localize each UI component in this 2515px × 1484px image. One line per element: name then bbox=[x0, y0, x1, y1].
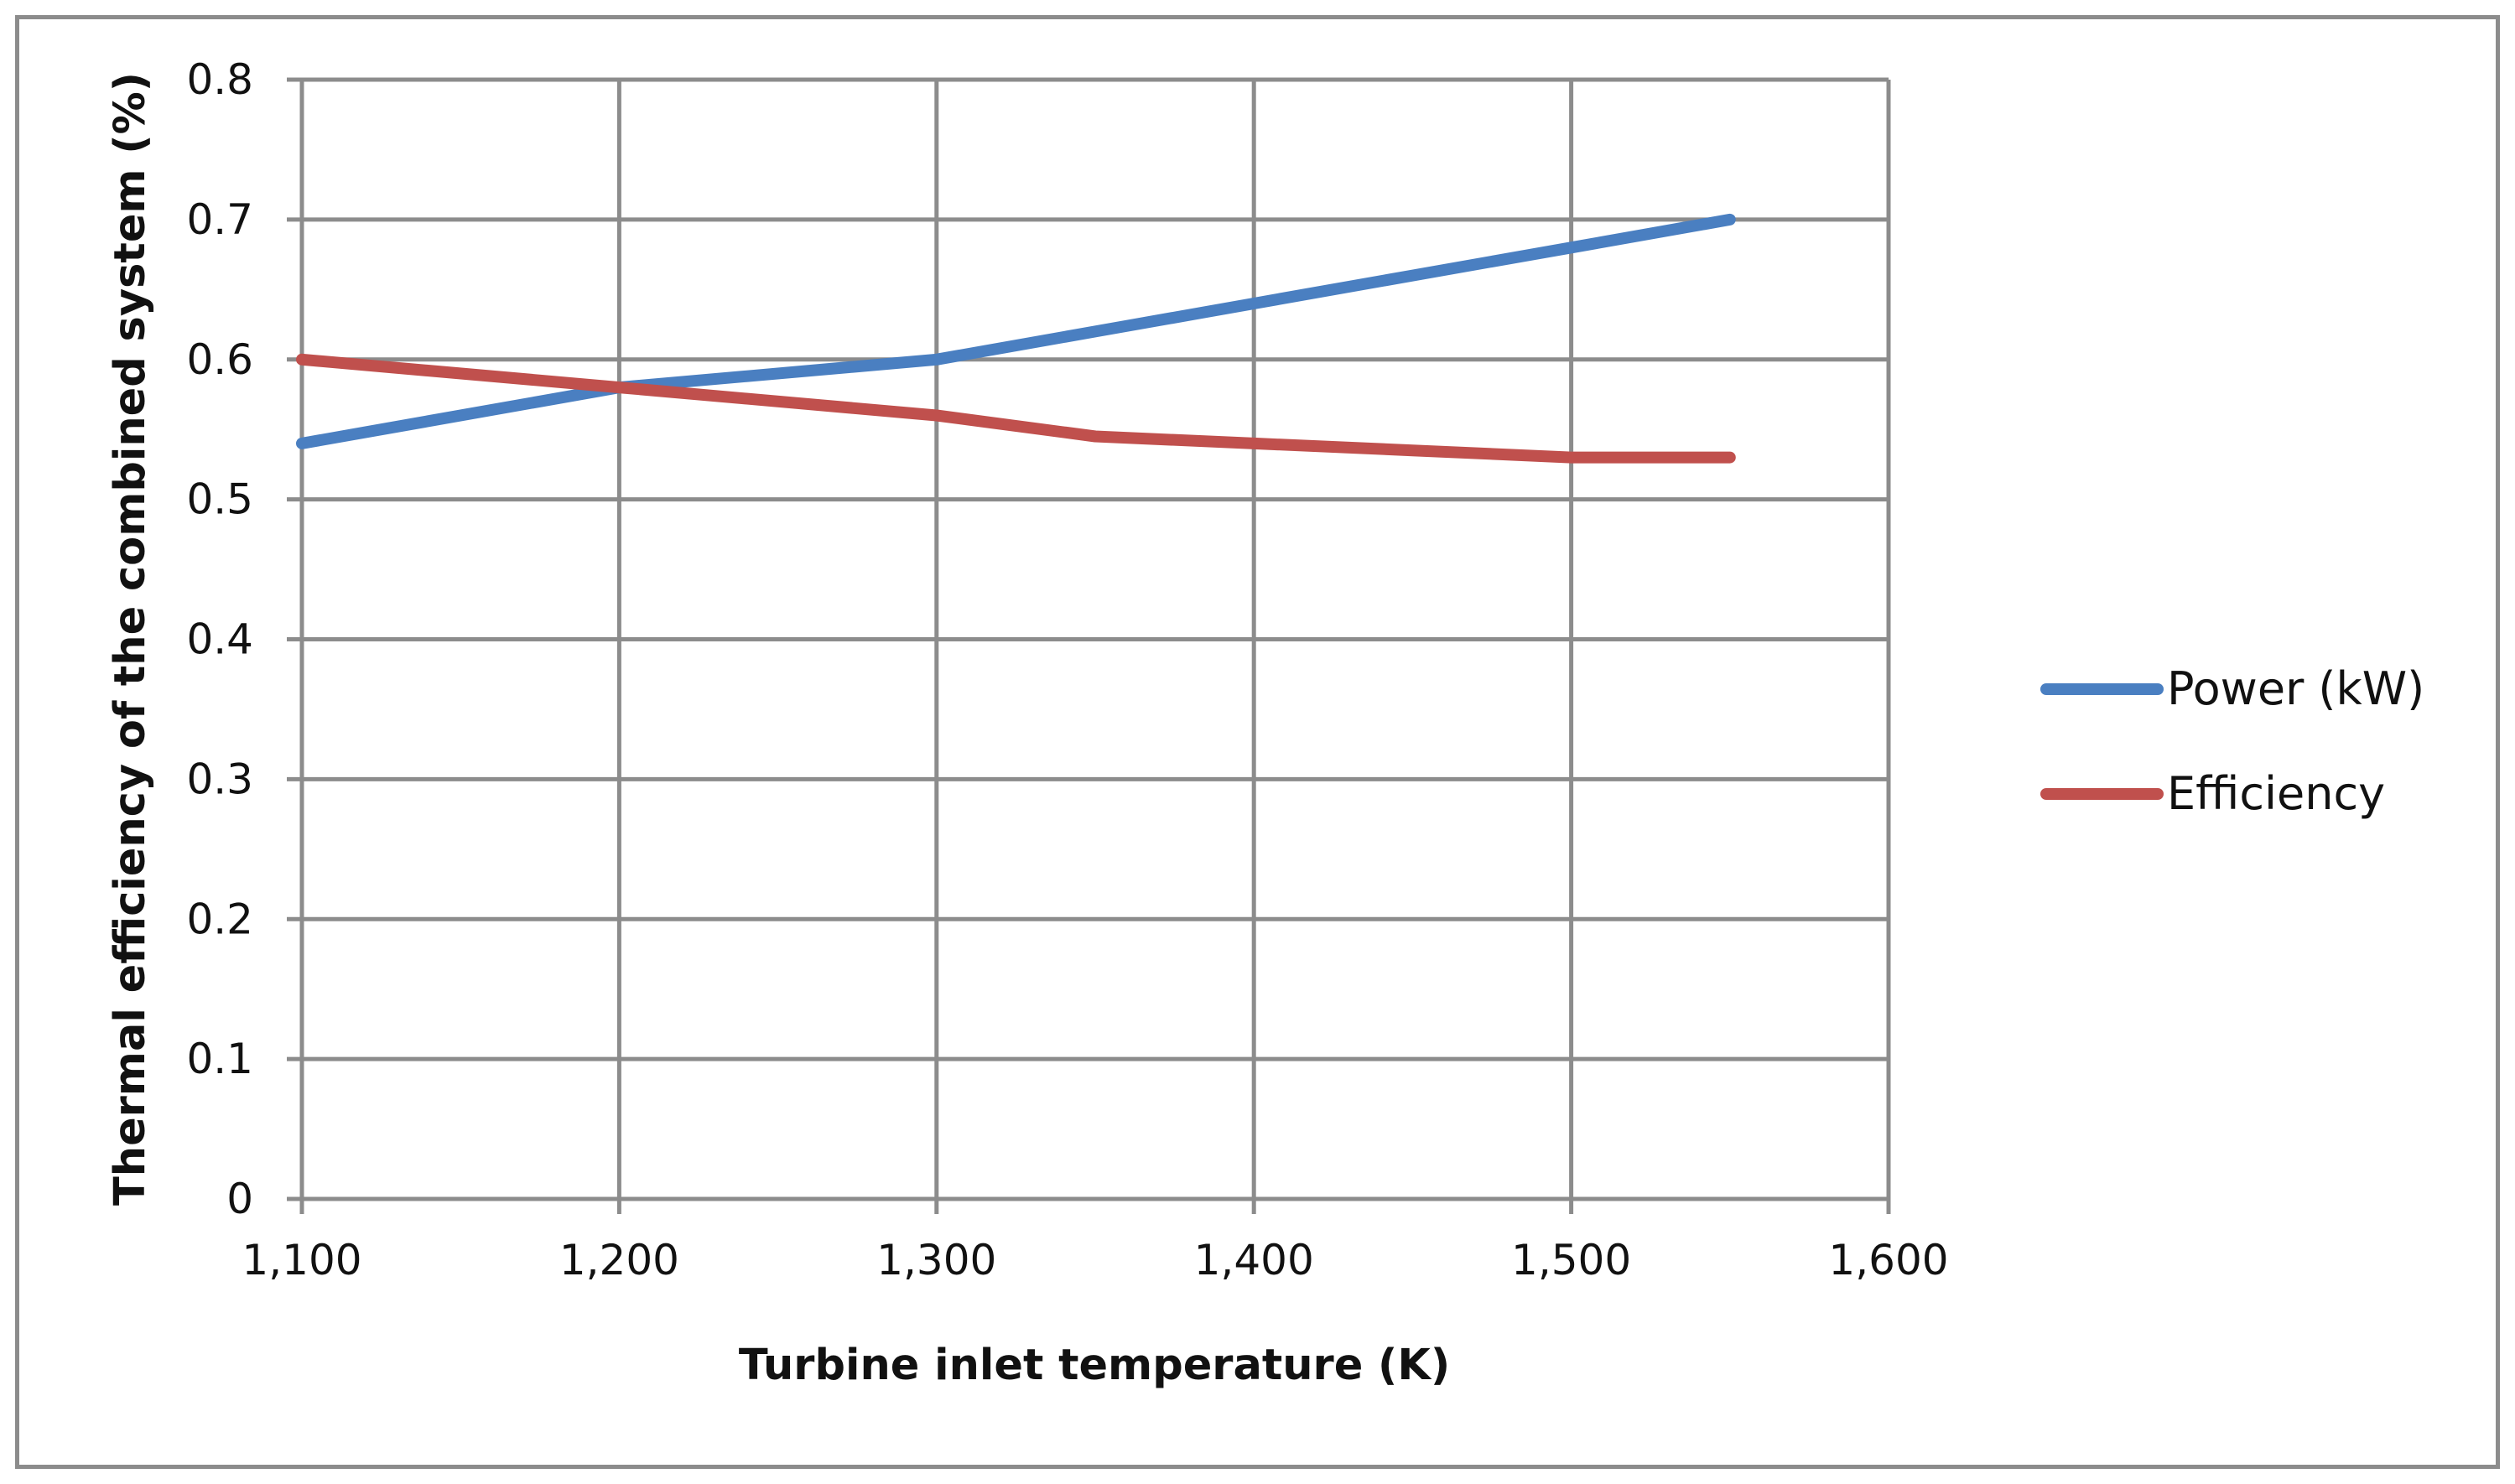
x-tick-label: 1,200 bbox=[559, 1236, 679, 1284]
series-line-efficiency bbox=[296, 353, 1736, 464]
tick-labels: 0 0.1 0.2 0.3 0.4 0.5 0.6 0.7 0.8 1,100 1,200 1,300… bbox=[186, 55, 1948, 1284]
grid bbox=[302, 77, 1891, 1199]
x-tick-label: 1,500 bbox=[1511, 1236, 1631, 1284]
y-axis-title: Thermal efficiency of the combined syste… bbox=[106, 72, 155, 1206]
series bbox=[296, 213, 1736, 464]
x-tick-label: 1,600 bbox=[1828, 1236, 1948, 1284]
y-tick-label: 0.3 bbox=[186, 755, 253, 803]
legend-label-efficiency: Efficiency bbox=[2167, 767, 2385, 820]
y-tick-label: 0.4 bbox=[186, 615, 253, 664]
y-tick-label: 0.5 bbox=[186, 475, 253, 524]
x-tick-label: 1,300 bbox=[876, 1236, 996, 1284]
legend-label-power: Power (kW) bbox=[2167, 662, 2424, 715]
x-axis-title: Turbine inlet temperature (K) bbox=[739, 1341, 1450, 1390]
chart-frame bbox=[15, 15, 2500, 1469]
y-tick-label: 0.2 bbox=[186, 895, 253, 943]
y-tick-label: 0.7 bbox=[186, 195, 253, 244]
x-tick-label: 1,400 bbox=[1194, 1236, 1314, 1284]
axes bbox=[287, 77, 1891, 1214]
y-tick-label: 0.6 bbox=[186, 335, 253, 384]
y-tick-label: 0.1 bbox=[186, 1035, 253, 1083]
x-tick-label: 1,100 bbox=[242, 1236, 361, 1284]
y-tick-label: 0 bbox=[226, 1175, 253, 1223]
legend: Power (kW) Efficiency bbox=[2040, 662, 2424, 820]
series-line-power-kw bbox=[296, 213, 1736, 449]
y-tick-label: 0.8 bbox=[186, 55, 253, 104]
